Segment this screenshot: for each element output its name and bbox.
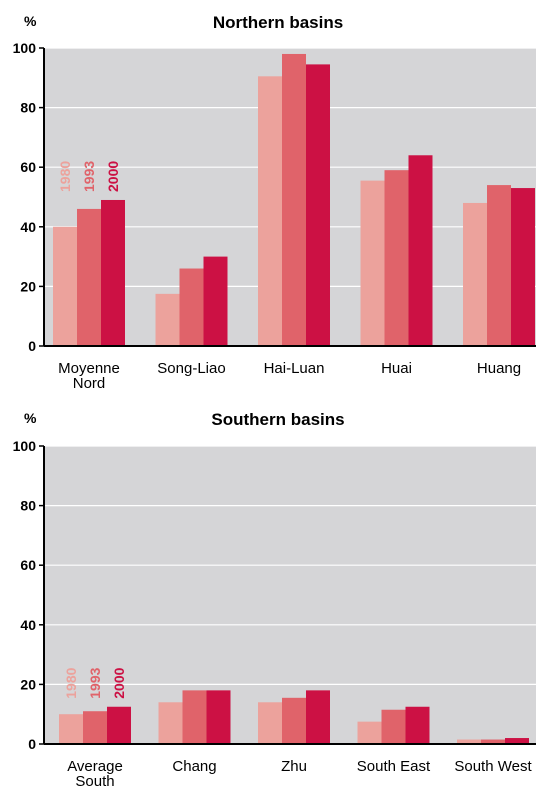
panel2-series-label-1993: 1993 [87,667,103,698]
panel1-category-label-2-0: Hai-Luan [264,360,325,377]
panel1-category-label-3-0: Huai [381,360,412,377]
panel2-bar-2000-0 [107,706,131,744]
panel2-category-label-0-1: South [75,773,114,790]
panel1-bar-1993-2 [282,53,306,347]
panel2-category-label-0-0: Average [67,758,123,775]
panel1-bar-1980-2 [258,76,282,346]
panel1-category-label-0-1: Nord [73,375,106,392]
panel2-chart-title: Southern basins [211,410,344,429]
panel2-bar-1993-1 [182,690,207,744]
panel2-bar-2000-1 [206,690,231,744]
panel2-category-label-3-0: South East [357,758,431,775]
panel2-bar-1993-2 [282,697,306,744]
panel2-bar-1980-3 [357,721,382,744]
panel2-ytick-label-80: 80 [20,498,36,514]
panel1-bar-1980-3 [360,180,385,346]
panel2-category-label-1-0: Chang [172,758,216,775]
panel1-ytick-label-0: 0 [28,338,36,354]
panel1-bar-1980-0 [53,226,77,346]
panel2-bar-1993-3 [381,709,406,744]
panel1-bar-2000-0 [101,199,125,346]
panel2-series-label-2000: 2000 [111,667,127,698]
panel1-chart-title: Northern basins [213,13,343,32]
panel1-bar-1993-1 [179,268,204,346]
panel1-bar-1980-4 [463,202,487,346]
panel2-bar-1980-4 [457,739,481,744]
panel1-bar-1993-4 [487,185,511,346]
panel2-category-label-4-0: South West [454,758,532,775]
panel2-ytick-label-40: 40 [20,617,36,633]
panel1-category-label-4-0: Huang [477,360,521,377]
panel2-y-unit-label: % [24,410,37,426]
panel2-ytick-label-100: 100 [13,438,37,454]
panel2-ytick-label-0: 0 [28,736,36,752]
panel2-category-label-2-0: Zhu [281,758,307,775]
panel2-bar-2000-4 [505,738,529,744]
panel1-bar-2000-2 [306,64,330,346]
panel1-ytick-label-60: 60 [20,159,36,175]
panel1-bar-2000-3 [408,155,433,346]
panel1-series-label-1980: 1980 [57,161,73,192]
panel1-y-unit-label: % [24,13,37,29]
panel1-ytick-label-100: 100 [13,40,37,56]
panel2-plot-background [44,446,536,744]
panel1-ytick-label-40: 40 [20,219,36,235]
panel2-ytick-label-20: 20 [20,676,36,692]
panel2-bar-2000-2 [306,690,330,744]
panel1-ytick-label-80: 80 [20,100,36,116]
panel1-bar-1980-1 [155,293,180,346]
panel2-bar-1993-0 [83,711,107,744]
panel1-bar-1993-0 [77,208,101,346]
panel2-bar-2000-3 [405,706,430,744]
panel1-category-label-0-0: Moyenne [58,360,120,377]
panel1-series-label-1993: 1993 [81,161,97,192]
panel1-bar-2000-4 [511,188,535,346]
panel2-bar-1980-0 [59,714,83,744]
panel1-category-label-1-0: Song-Liao [157,360,225,377]
panel2-series-label-1980: 1980 [63,667,79,698]
panel2-bar-1980-1 [158,702,183,744]
panel2-ytick-label-60: 60 [20,557,36,573]
panel1-bar-2000-1 [203,256,228,346]
panel1-series-label-2000: 2000 [105,161,121,192]
panel2-bar-1980-2 [258,702,282,744]
panel1-bar-1993-3 [384,170,409,346]
panel1-ytick-label-20: 20 [20,278,36,294]
panel2-bar-1993-4 [481,739,505,744]
